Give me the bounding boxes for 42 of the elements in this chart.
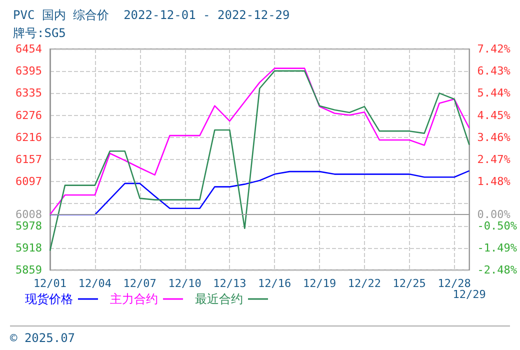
x-tick-label: 12/22	[348, 277, 382, 290]
x-tick-label: 12/25	[392, 277, 426, 290]
x-tick-label: 12/10	[168, 277, 202, 290]
chart-subtitle: 牌号:SG5	[13, 26, 66, 40]
y-tick-label: 6395	[16, 64, 42, 78]
y-tick-label: 6097	[16, 175, 42, 188]
x-tick-label: 12/07	[123, 277, 156, 290]
y2-tick-label: -0.50%	[477, 219, 518, 232]
x-tick-label: 12/28	[438, 277, 471, 290]
y-tick-label: 6276	[16, 108, 42, 122]
x-tick-label: 12/01	[33, 277, 67, 290]
legend-label: 最近合约	[195, 292, 243, 306]
legend-label: 现货价格	[25, 292, 73, 306]
y-tick-label: 5978	[16, 219, 42, 232]
x-tick-label: 12/13	[213, 277, 246, 290]
x-tick-label: 12/19	[302, 277, 336, 290]
y2-tick-label: 3.46%	[477, 130, 511, 144]
x-tick-label: 12/04	[78, 277, 112, 290]
x-tick-label: 12/16	[258, 277, 292, 290]
y2-tick-label: 6.43%	[477, 64, 511, 78]
line-series	[49, 170, 470, 216]
y2-tick-label: -2.48%	[477, 264, 518, 276]
y2-tick-label: 1.48%	[477, 175, 511, 188]
y-tick-label: 6157	[16, 153, 42, 166]
y-tick-label: 6008	[16, 208, 42, 222]
line-series	[49, 68, 470, 216]
chart-title: PVC 国内 综合价 2022-12-01 - 2022-12-29	[13, 8, 290, 22]
text: © 2025.07	[10, 331, 76, 345]
x-tick-label: 12/29	[452, 288, 486, 301]
y2-tick-label: 0.00%	[477, 208, 511, 222]
y-tick-label: 5859	[16, 264, 42, 276]
y2-tick-label: 5.44%	[477, 86, 511, 100]
y2-tick-label: 2.47%	[477, 153, 511, 166]
y-tick-label: 6454	[16, 42, 42, 56]
y-tick-label: 6335	[16, 86, 42, 100]
y2-tick-label: 4.45%	[477, 108, 511, 122]
line-series	[49, 70, 470, 252]
y-tick-label: 6216	[16, 130, 42, 144]
y2-tick-label: 7.42%	[477, 42, 511, 56]
y-tick-label: 5918	[16, 241, 42, 254]
y2-tick-label: -1.49%	[477, 241, 518, 254]
legend-label: 主力合约	[110, 292, 158, 306]
